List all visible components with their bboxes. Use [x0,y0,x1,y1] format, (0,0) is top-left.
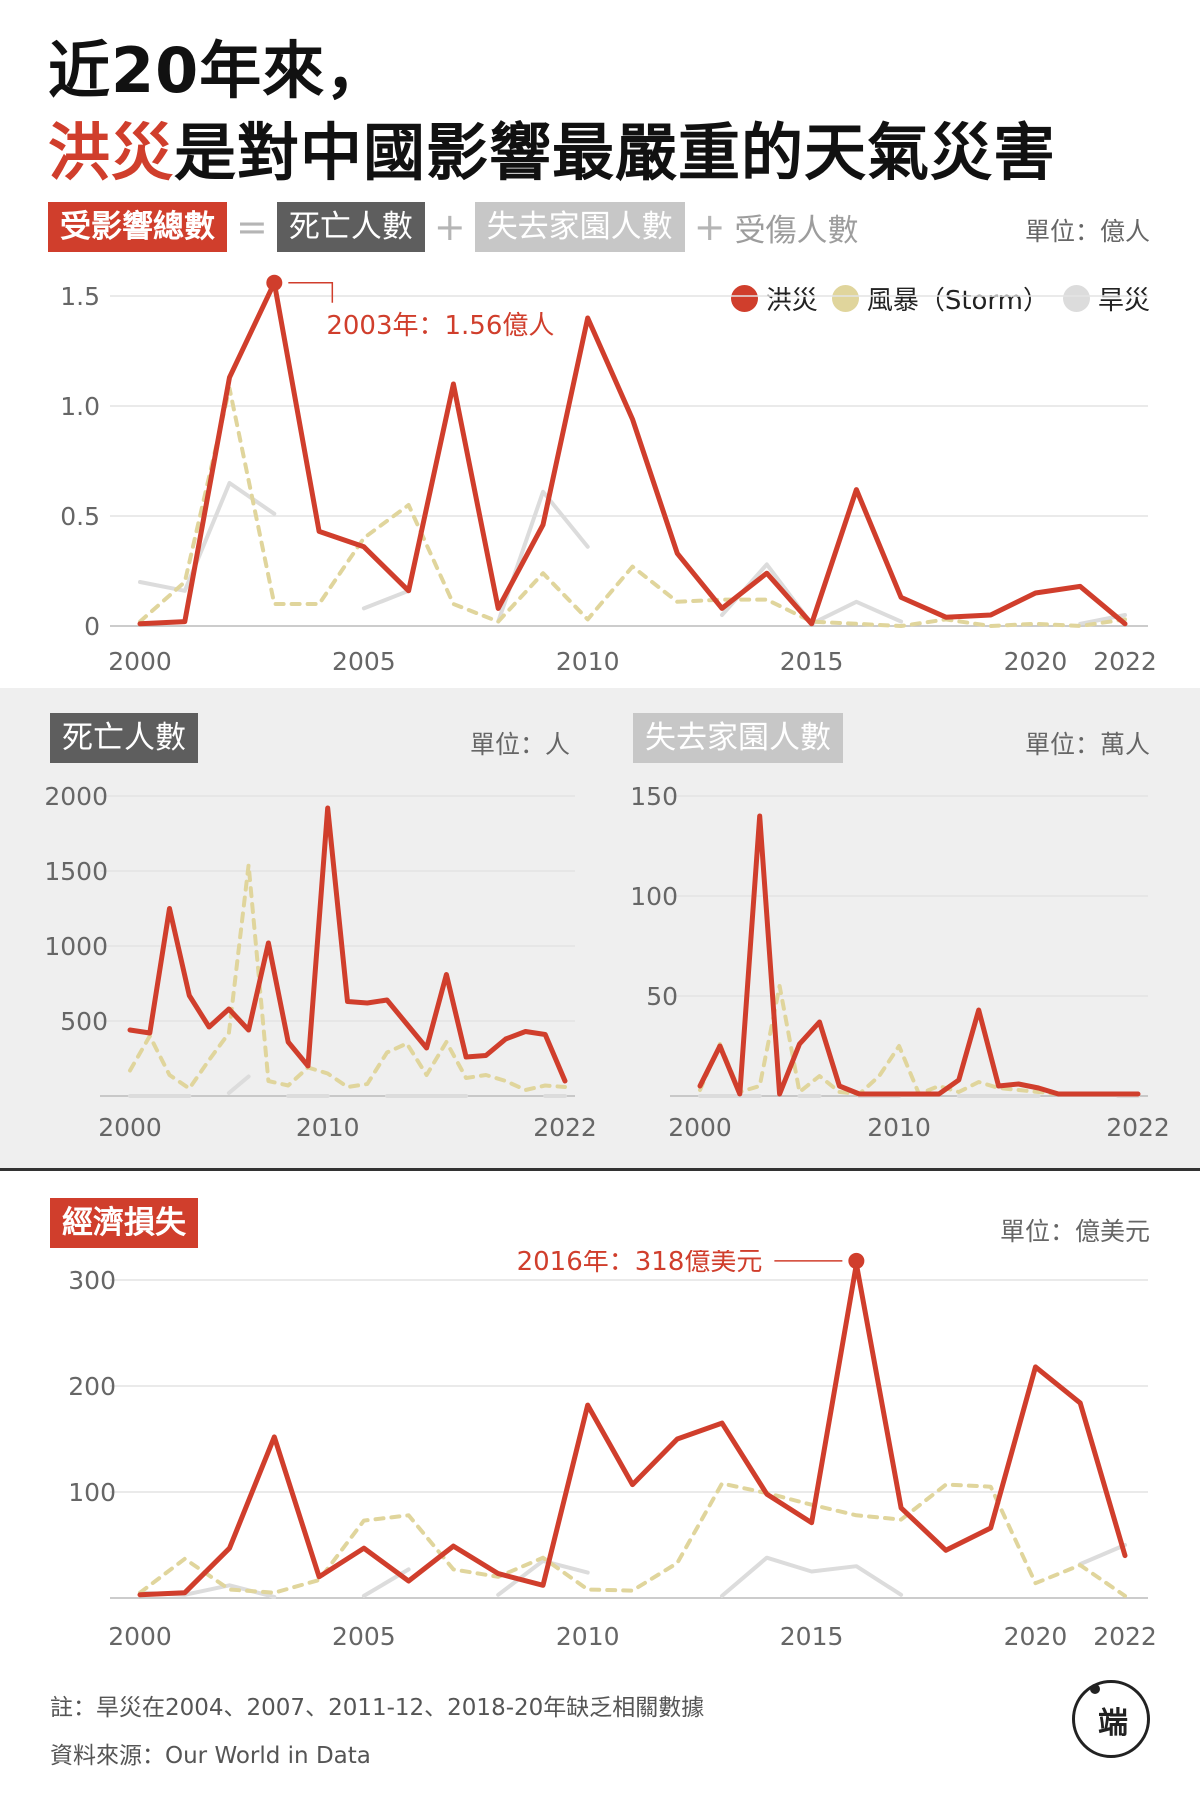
unit-deaths: 單位：人 [470,730,571,759]
section-divider [0,1168,1200,1171]
annotation-label: 2003年：1.56億人 [326,311,554,341]
annotation-leader [288,282,334,303]
legend-item-storm: 風暴（Storm） [831,280,1049,317]
series-line-drought [361,588,411,611]
chart-title: 近20年來， 洪災是對中國影響最嚴重的天氣災害 [48,30,1056,194]
legend-swatch-drought [1062,285,1090,312]
chart-affected: 0 0.5 1.0 1.5 2000 2005 2010 2015 2020 2022 2003年：… [60,274,1157,676]
annotation-marker [266,274,283,291]
series-line-drought [720,562,904,626]
unit-economic: 單位：億美元 [999,1217,1150,1246]
panel-tag-economic-label: 經濟損失 [50,1198,198,1248]
legend-item-flood: 洪災 [730,280,818,317]
series-line-storm [698,984,1140,1096]
x-tick-label: 2000 [108,1622,172,1651]
equation-row: 受影響總數 = 死亡人數 + 失去家園人數 + 受傷人數 [48,200,859,254]
plus-sign: + [433,205,466,249]
legend: 洪災 風暴（Storm） 旱災 [717,280,1150,317]
x-tick-label: 2020 [1004,1622,1068,1651]
legend-item-drought: 旱災 [1062,280,1150,317]
x-tick-label: 2022 [533,1113,597,1142]
y-tick-label: 500 [60,1007,108,1036]
y-tick-label: 100 [630,882,678,911]
title-line2: 洪災是對中國影響最嚴重的天氣災害 [48,112,1056,194]
plus-sign-2: + [693,205,726,249]
unit-homeless: 單位：萬人 [1024,730,1150,759]
x-tick-label: 2005 [332,1622,396,1651]
x-tick-label: 2015 [780,1622,844,1651]
series-line-drought [496,1558,590,1597]
logo-dot [1090,1684,1100,1694]
legend-label-flood: 洪災 [765,286,818,316]
series-line-flood [137,1261,1128,1598]
series-line-flood [127,805,568,1084]
y-tick-label: 1.0 [60,392,100,421]
title-highlight: 洪災 [48,116,175,189]
unit-top: 單位：億人 [1024,217,1150,246]
y-tick-label: 150 [630,782,678,811]
y-tick-label: 200 [68,1372,116,1401]
title-line1: 近20年來， [48,34,389,107]
series-line-flood [697,813,1141,1097]
legend-swatch-storm [831,285,859,312]
y-tick-label: 300 [68,1266,116,1295]
panel-tag-economic: 經濟損失 [50,1198,198,1248]
chart-deaths: 500 1000 1500 2000 2000 2010 2022 [44,782,597,1142]
y-tick-label: 2000 [44,782,108,811]
panel-tag-homeless: 失去家園人數 [633,713,843,763]
x-tick-label: 2000 [98,1113,162,1142]
x-tick-label: 2000 [108,647,172,676]
y-tick-label: 100 [68,1478,116,1507]
legend-label-storm: 風暴（Storm） [866,286,1049,316]
tag-homeless: 失去家園人數 [474,202,685,252]
panel-tag-homeless-label: 失去家園人數 [633,713,843,763]
x-tick-label: 2010 [867,1113,931,1142]
series-line-drought [1078,1543,1127,1567]
series-line-storm [138,1481,1127,1598]
panel-tag-deaths-label: 死亡人數 [50,713,198,763]
annotation-label: 2016年：318億美元 [517,1250,763,1277]
y-tick-label: 0.5 [60,502,100,531]
x-tick-label: 2022 [1093,1622,1157,1651]
logo-glyph: 端 [1098,1706,1128,1741]
y-tick-label: 1500 [44,857,108,886]
title-line2-rest: 是對中國影響最嚴重的天氣災害 [174,116,1057,189]
logo: 端 [1072,1680,1150,1758]
equals-sign: = [236,205,268,249]
y-tick-label: 50 [646,982,678,1011]
x-tick-label: 2020 [1004,647,1068,676]
x-tick-label: 2000 [668,1113,732,1142]
tag-total: 受影響總數 [48,202,227,252]
x-tick-label: 2022 [1093,647,1157,676]
y-tick-label: 0 [84,612,100,641]
x-tick-label: 2010 [296,1113,360,1142]
annotation-marker [848,1252,865,1269]
chart-homeless: 50 100 150 2000 2010 2022 [630,782,1170,1142]
chart-economic: 100 200 300 2000 2005 2010 2015 2020 2022 2016年：3… [68,1250,1157,1651]
x-tick-label: 2015 [780,647,844,676]
x-tick-label: 2022 [1106,1113,1170,1142]
label-injured: 受傷人數 [734,212,859,249]
legend-swatch-flood [730,285,758,312]
y-tick-label: 1.5 [60,282,100,311]
legend-label-drought: 旱災 [1097,286,1150,316]
series-line-drought [720,1555,904,1598]
logo-mark: 端 [1090,1684,1128,1741]
series-line-storm [128,863,567,1092]
source-note: 資料來源：Our World in Data [50,1743,371,1769]
y-tick-label: 1000 [44,932,108,961]
series-line-drought [226,1074,251,1095]
series-line-flood [137,280,1128,627]
x-tick-label: 2010 [556,1622,620,1651]
x-tick-label: 2010 [556,647,620,676]
x-tick-label: 2005 [332,647,396,676]
tag-deaths: 死亡人數 [276,202,425,252]
series-line-storm [138,386,1127,628]
series-line-drought [496,489,590,624]
panel-tag-deaths: 死亡人數 [50,713,198,763]
footnote: 註：旱災在2004、2007、2011-12、2018-20年缺乏相關數據 [50,1695,705,1721]
